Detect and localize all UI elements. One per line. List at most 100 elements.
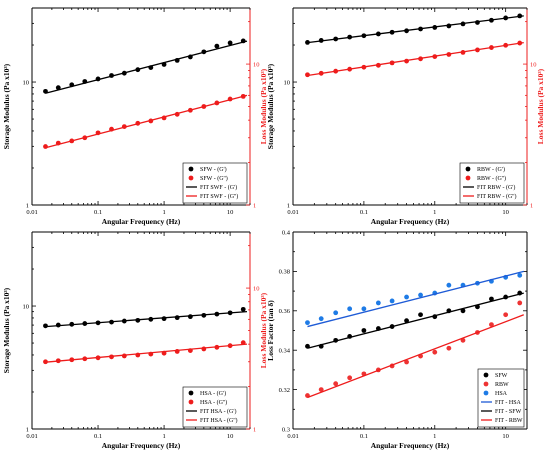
y-right-axis-label: Loss Modulus (Pa x10³) xyxy=(259,292,268,368)
y-right-tick-label: 1 xyxy=(530,202,533,209)
point-sfw-g xyxy=(43,144,48,149)
x-tick-label: 0.1 xyxy=(94,433,102,440)
point-rbw xyxy=(404,359,409,365)
y-tick-label: 1 xyxy=(287,202,290,209)
legend-swatch-point xyxy=(465,175,471,181)
panel-top-right: 0.01 0.1 1 10 1 10 1 10 Angular Frequency (Hz) St… xyxy=(266,7,545,226)
x-tick-label: 1 xyxy=(433,209,436,216)
legend-label: RBW - (G'') xyxy=(477,175,506,182)
point-hsa-g xyxy=(161,316,167,322)
y-tick-label: 0.38 xyxy=(279,269,290,276)
x-tick-label: 10 xyxy=(227,433,234,440)
point-hsa xyxy=(305,320,310,326)
y-tick-label: 10 xyxy=(23,79,30,86)
legend-swatch-point xyxy=(188,390,194,396)
legend-label: FIT RBW - (G'') xyxy=(477,193,516,200)
point-hsa xyxy=(375,300,381,306)
legend-label: HSA - (G'') xyxy=(200,399,227,406)
point-hsa xyxy=(333,310,339,316)
fit-line-fit-hsa-g xyxy=(45,311,248,328)
legend-label: RBW xyxy=(495,382,509,388)
legend-label: HSA xyxy=(495,391,508,397)
legend-label: FIT - SFW xyxy=(495,409,522,415)
legend-label: SFW - (G') xyxy=(200,166,227,173)
y-right-axis-label: Loss Modulus (Pa x10³) xyxy=(259,68,268,144)
point-sfw-g xyxy=(214,43,220,49)
fit-line-fit-hsa xyxy=(307,270,524,328)
legend-label: SFW - (G'') xyxy=(200,175,228,182)
legend-label: FIT SWF - (G') xyxy=(200,184,237,191)
point-hsa xyxy=(446,282,452,288)
x-tick-label: 1 xyxy=(433,433,436,440)
x-tick-label: 10 xyxy=(502,433,509,440)
y-tick-label: 10 xyxy=(284,79,291,86)
y-tick-label: 10 xyxy=(23,303,30,310)
point-sfw-g xyxy=(227,40,233,46)
legend-swatch-point xyxy=(188,399,194,405)
point-hsa xyxy=(418,292,423,298)
fit-line-fit-hsa-g xyxy=(45,343,248,363)
point-rbw xyxy=(489,322,494,327)
point-sfw xyxy=(404,318,409,324)
y-tick-label: 0.36 xyxy=(279,308,291,315)
y-tick-label: 0.34 xyxy=(279,348,291,355)
point-sfw xyxy=(361,328,367,333)
point-hsa xyxy=(517,272,523,278)
legend-label: HSA - (G') xyxy=(200,390,226,397)
legend-box xyxy=(477,368,525,428)
fit-line-fit-swf-g xyxy=(45,40,248,94)
y-right-tick-label: 1 xyxy=(253,426,256,433)
point-sfw xyxy=(418,312,423,318)
point-rbw xyxy=(333,381,339,387)
y-axis-label: Storage Modulus (Pa x10³) xyxy=(266,63,275,149)
panel-top-left: 0.01 0.1 1 10 1 10 1 10 Angular Frequency (Hz) St… xyxy=(2,7,268,226)
legend-label: RBW - (G') xyxy=(477,166,505,173)
x-tick-label: 0.01 xyxy=(287,433,298,440)
y-axis-label: Storage Modulus (Pa x10³) xyxy=(2,287,11,373)
x-tick-label: 1 xyxy=(162,433,165,440)
point-hsa-g xyxy=(43,323,48,329)
y-right-tick-label: 10 xyxy=(530,61,537,68)
x-axis-label: Angular Frequency (Hz) xyxy=(102,217,181,226)
point-hsa xyxy=(347,306,353,312)
x-axis-label: Angular Frequency (Hz) xyxy=(102,441,181,450)
y-right-tick-label: 10 xyxy=(253,285,260,292)
x-tick-label: 10 xyxy=(227,209,234,216)
y-right-axis-label: Loss Modulus (Pa x10³) xyxy=(536,68,545,144)
point-hsa xyxy=(361,306,367,312)
point-hsa-g xyxy=(240,306,246,312)
y-tick-label: 1 xyxy=(26,202,29,209)
x-tick-label: 0.01 xyxy=(26,433,37,440)
y-right-tick-label: 1 xyxy=(253,202,256,209)
x-tick-label: 10 xyxy=(502,209,509,216)
legend-swatch-point xyxy=(188,166,194,172)
point-rbw xyxy=(517,300,523,306)
x-tick-label: 0.01 xyxy=(26,209,37,216)
panel-bottom-right: 0.01 0.1 1 10 0.3 0.32 0.34 0.36 0.38 0.4 Angular … xyxy=(266,229,528,450)
point-rbw xyxy=(347,375,353,381)
legend-swatch-point xyxy=(483,390,489,396)
point-hsa xyxy=(318,316,324,322)
fit-line-fit-rbw-g xyxy=(307,41,524,77)
y-tick-label: 0.32 xyxy=(279,387,290,394)
point-rbw xyxy=(318,387,324,392)
legend-label: FIT SWF - (G'') xyxy=(200,193,238,200)
fit-line-fit-sfw xyxy=(307,292,524,349)
x-axis-label: Angular Frequency (Hz) xyxy=(371,441,450,450)
y-tick-label: 0.3 xyxy=(282,426,290,433)
y-tick-label: 1 xyxy=(26,426,29,433)
point-sfw xyxy=(489,296,494,302)
legend-swatch-point xyxy=(465,166,471,172)
fit-line-fit-rbw xyxy=(307,314,524,399)
legend-label: FIT HSA - (G'') xyxy=(200,417,238,424)
y-axis-label: Storage Modulus (Pa x10³) xyxy=(2,63,11,149)
y-axis-label: Loss Factor (tan δ) xyxy=(266,300,275,361)
point-hsa xyxy=(404,294,409,300)
x-tick-label: 0.1 xyxy=(94,209,102,216)
x-tick-label: 0.01 xyxy=(287,209,298,216)
point-rbw xyxy=(460,337,466,343)
legend-swatch-point xyxy=(483,372,489,378)
point-sfw-g xyxy=(55,85,61,91)
legend-label: FIT - RBW xyxy=(495,418,523,424)
x-axis-label: Angular Frequency (Hz) xyxy=(371,217,450,226)
